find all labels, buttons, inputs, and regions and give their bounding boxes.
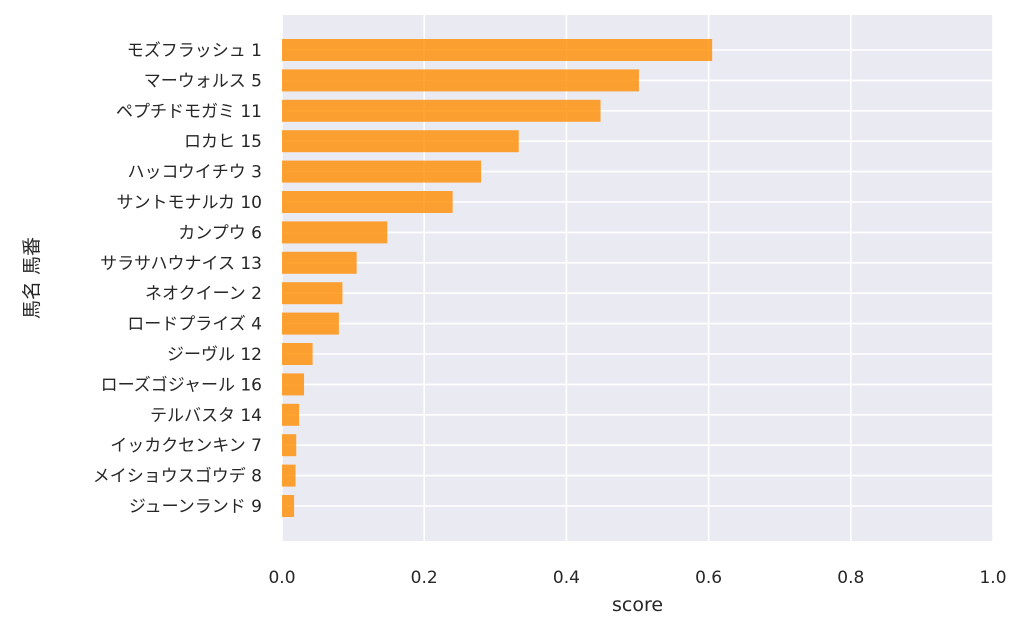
category-label: サラサハウナイス 13 [100,254,262,274]
category-label: サントモナルカ 10 [116,193,262,213]
category-labels: モズフラッシュ 1 マーウォルス 5 ペプチドモガミ 11 ロカヒ 15 ハッコウイチウ… [93,41,262,517]
bar [282,403,300,426]
bar [282,251,357,274]
bar [282,99,601,122]
y-axis-title: 馬名 馬番 [21,237,43,319]
bar [282,69,639,92]
x-tick-label: 0.8 [837,568,864,588]
x-tick-label: 0.6 [695,568,722,588]
category-label: イッカクセンキン 7 [110,436,262,456]
x-tick-label: 0.4 [553,568,580,588]
category-label: ジューンランド 9 [129,497,262,517]
bar [282,39,713,61]
bar [282,221,388,244]
bar [282,495,295,517]
x-axis-title: score [612,594,663,616]
x-tick-label: 0.2 [411,568,438,588]
bar [282,312,339,335]
category-label: ロードプライズ 4 [127,315,262,335]
plot-background [282,15,993,541]
bar [282,464,296,487]
category-label: ネオクイーン 2 [145,284,262,304]
x-tick-label: 1.0 [979,568,1006,588]
x-tick-labels: 0.0 0.2 0.4 0.6 0.8 1.0 [268,568,1006,588]
bar [282,343,313,365]
category-label: カンプウ 6 [178,223,262,243]
bar [282,130,519,153]
bar [282,373,305,396]
category-label: モズフラッシュ 1 [127,41,262,61]
category-label: マーウォルス 5 [144,71,262,91]
category-label: ハッコウイチウ 3 [127,163,262,183]
bar [282,191,453,213]
bars [282,39,713,517]
category-label: ローズゴジャール 16 [101,374,262,395]
category-label: ペプチドモガミ 11 [116,102,262,122]
category-label: ロカヒ 15 [184,132,262,152]
bar [282,160,482,183]
category-label: ジーヴル 12 [167,345,262,365]
bar [282,282,343,305]
category-label: テルバスタ 14 [150,406,262,426]
x-tick-label: 0.0 [268,568,295,588]
category-label: メイショウスゴウデ 8 [93,466,262,487]
bar [282,434,297,457]
